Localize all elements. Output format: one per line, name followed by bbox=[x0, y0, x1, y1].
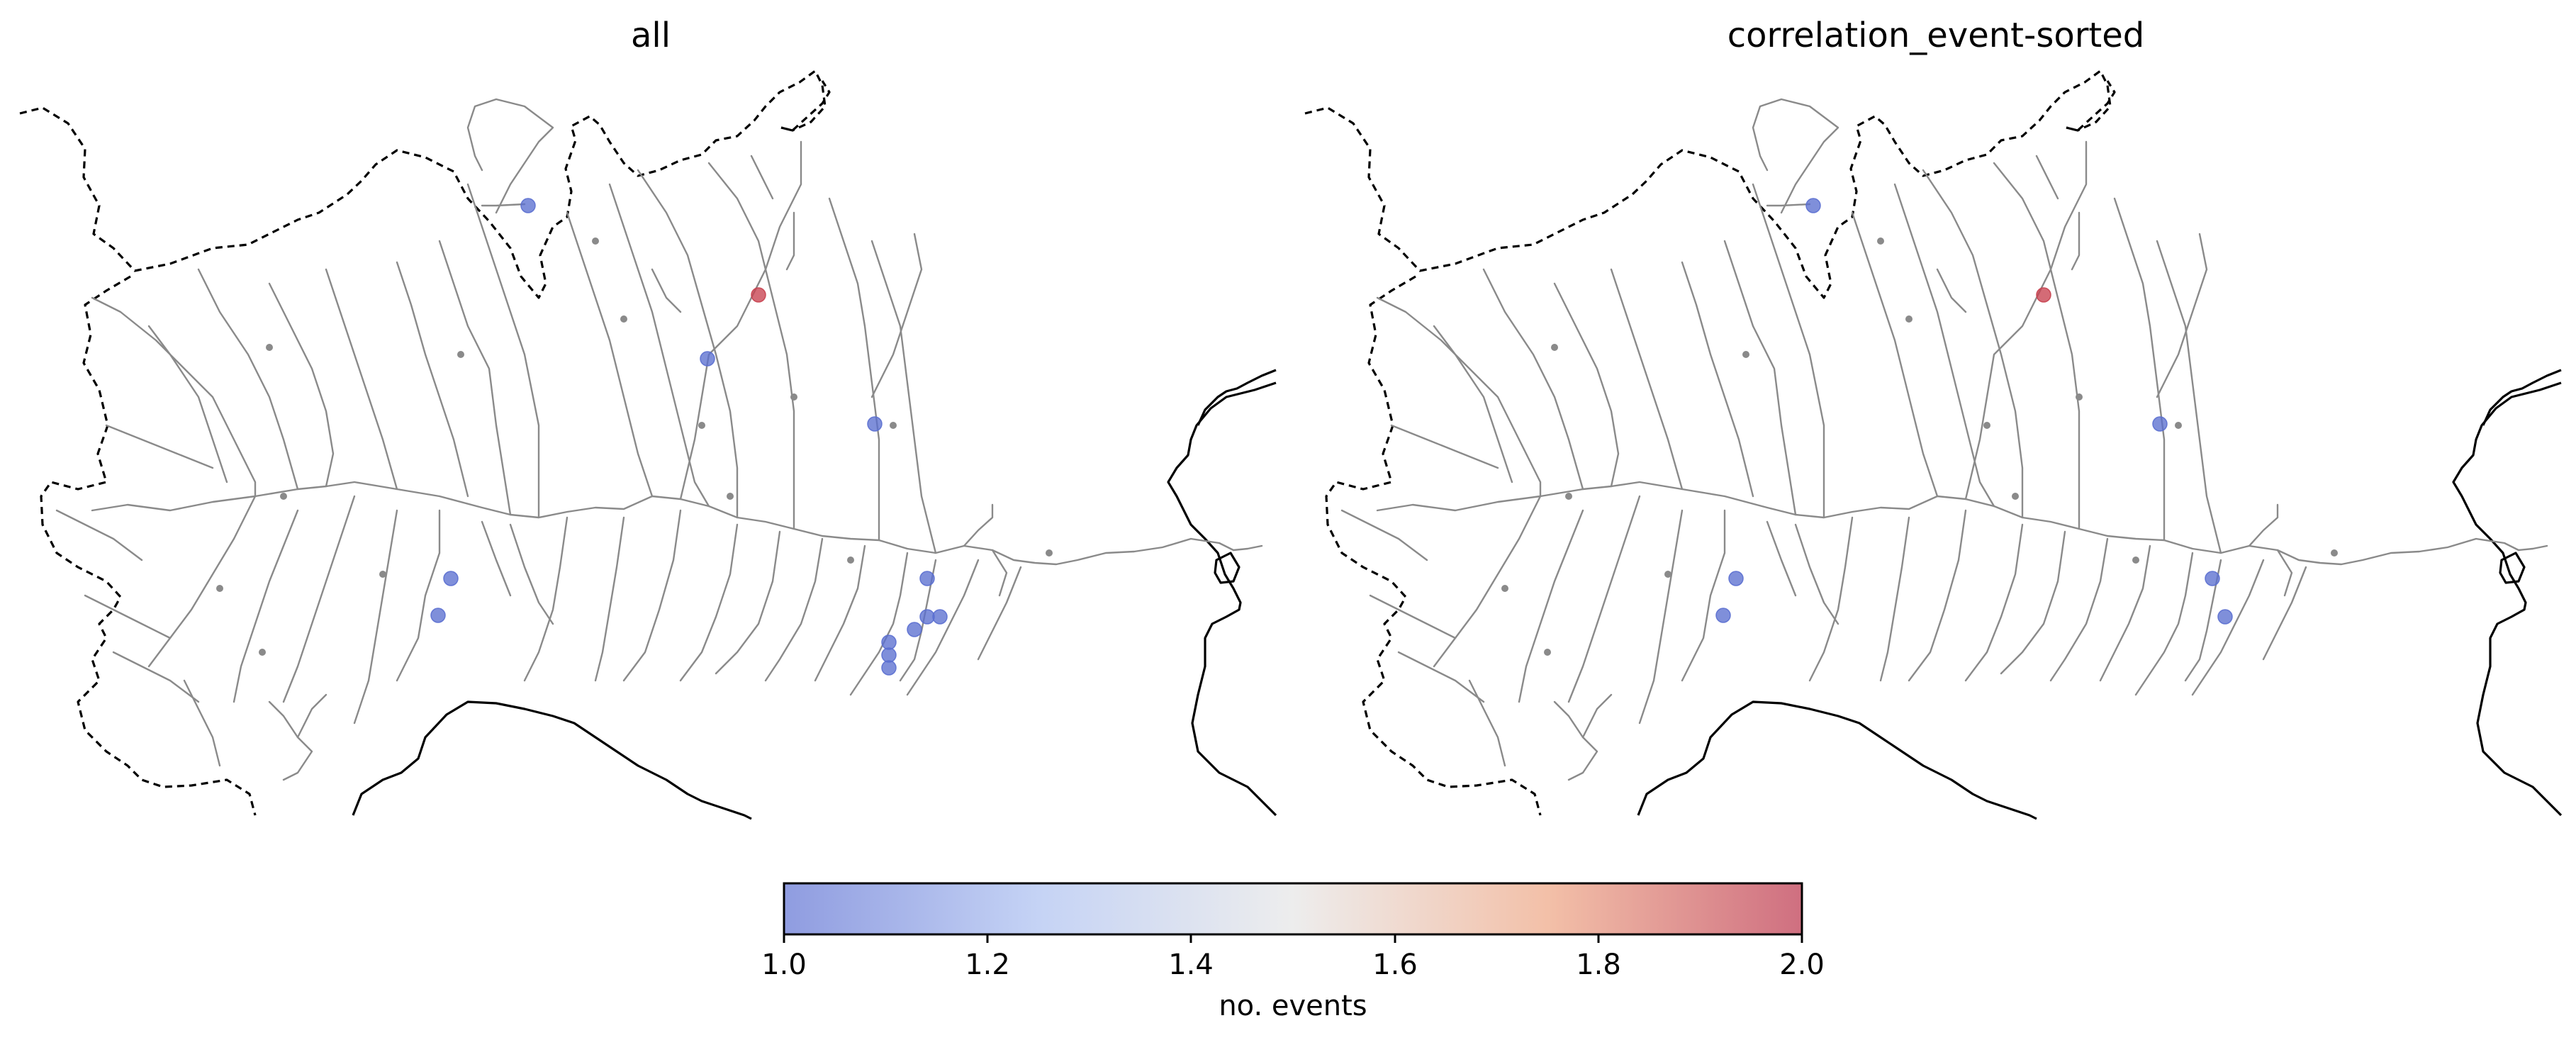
colorbar-tick-label: 2.0 bbox=[1779, 949, 1825, 981]
colorbar-tick-label: 1.0 bbox=[761, 949, 807, 981]
station-markers bbox=[1715, 198, 2233, 625]
station-marker[interactable] bbox=[2152, 416, 2168, 432]
station-markers bbox=[430, 198, 948, 676]
station-marker[interactable] bbox=[919, 609, 935, 625]
station-marker[interactable] bbox=[443, 571, 459, 586]
colorbar-tick-label: 1.4 bbox=[1168, 949, 1214, 981]
station-marker[interactable] bbox=[2217, 609, 2233, 625]
station-marker[interactable] bbox=[919, 571, 935, 586]
station-marker[interactable] bbox=[1715, 608, 1731, 623]
station-marker[interactable] bbox=[1728, 571, 1744, 586]
basemap bbox=[18, 69, 1277, 820]
station-marker[interactable] bbox=[881, 647, 897, 663]
station-marker[interactable] bbox=[700, 351, 715, 367]
station-marker[interactable] bbox=[881, 634, 897, 650]
station-marker[interactable] bbox=[751, 287, 766, 303]
colorbar-tick-label: 1.8 bbox=[1576, 949, 1621, 981]
station-marker[interactable] bbox=[520, 198, 536, 213]
station-marker[interactable] bbox=[907, 622, 922, 637]
map-panel-all: all bbox=[18, 16, 1277, 820]
station-marker[interactable] bbox=[881, 660, 897, 676]
panel-title: all bbox=[631, 16, 671, 55]
colorbar-ticks: 1.0 1.2 1.4 1.6 1.8 2.0 bbox=[761, 934, 1825, 981]
colorbar-tick-label: 1.6 bbox=[1372, 949, 1418, 981]
colorbar-gradient bbox=[783, 882, 1803, 936]
colorbar-tick-label: 1.2 bbox=[965, 949, 1010, 981]
colorbar: 1.0 1.2 1.4 1.6 1.8 2.0 no. events bbox=[761, 882, 1825, 1022]
station-marker[interactable] bbox=[1805, 198, 1821, 213]
station-marker[interactable] bbox=[430, 608, 446, 623]
station-marker[interactable] bbox=[2205, 571, 2220, 586]
basemap bbox=[1304, 69, 2563, 820]
panel-title: correlation_event-sorted bbox=[1727, 16, 2145, 55]
colorbar-label: no. events bbox=[1219, 990, 1367, 1022]
station-marker[interactable] bbox=[867, 416, 883, 432]
map-panel-correlation-event-sorted: correlation_event-sorted bbox=[1304, 16, 2563, 820]
station-marker[interactable] bbox=[932, 609, 948, 625]
station-marker[interactable] bbox=[2036, 287, 2051, 303]
